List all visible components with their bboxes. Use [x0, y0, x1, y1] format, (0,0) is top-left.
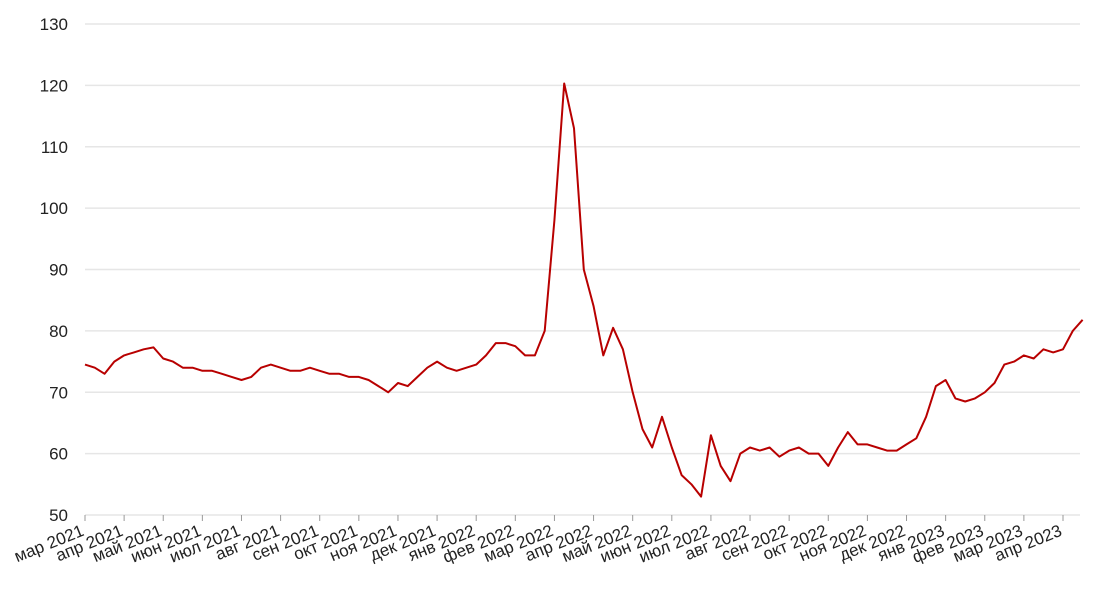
y-tick-label: 60: [49, 445, 68, 464]
y-tick-label: 110: [41, 138, 68, 157]
y-tick-label: 100: [40, 199, 68, 218]
y-tick-label: 120: [40, 76, 68, 95]
y-tick-label: 70: [49, 383, 68, 402]
y-tick-label: 130: [40, 15, 68, 34]
y-tick-label: 90: [49, 261, 68, 280]
data-line: [84, 82, 1084, 498]
y-tick-label: 50: [49, 506, 68, 525]
y-tick-label: 80: [49, 322, 68, 341]
